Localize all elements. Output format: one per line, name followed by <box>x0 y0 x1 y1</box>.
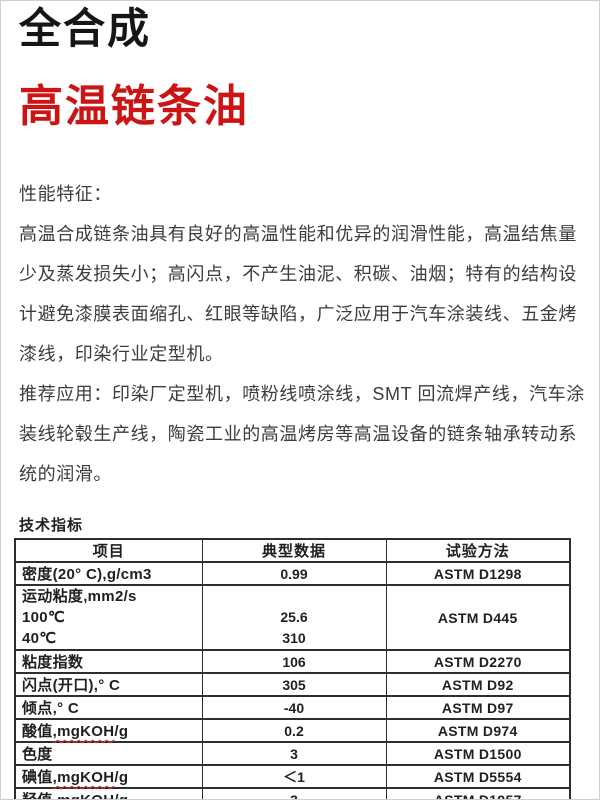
spec-value-cell: 305 <box>201 672 387 697</box>
spec-item-text: 羟值 <box>22 792 53 799</box>
text-line: 统的润滑。 <box>19 464 112 484</box>
text-line: 装线轮毂生产线，陶瓷工业的高温烤房等高温设备的链条轴承转动系 <box>19 424 577 444</box>
spec-item-cell: 羟值,mgKOH/g <box>14 787 203 799</box>
spec-method-cell: ASTM D1500 <box>385 741 571 766</box>
text-line: 高温合成链条油具有良好的高温性能和优异的润滑性能，高温结焦量 <box>19 224 577 244</box>
column-header-value: 典型数据 <box>201 538 387 563</box>
column-header-item: 项目 <box>14 538 203 563</box>
spec-method-cell: ASTM D445 <box>385 584 571 651</box>
table-row: 碘值,mgKOH/g ＜1 ASTM D5554 <box>14 764 571 789</box>
spec-item-cell: 倾点,° C <box>14 695 203 720</box>
table-row: 运动粘度,mm2/s 100℃ 40℃ 25.6 310 ASTM D445 <box>14 584 571 651</box>
table-row: 粘度指数 106 ASTM D2270 <box>14 649 571 674</box>
table-row: 酸值,mgKOH/g 0.2 ASTM D974 <box>14 718 571 743</box>
column-header-method: 试验方法 <box>385 538 571 563</box>
spec-method-cell: ASTM D1298 <box>385 561 571 586</box>
spec-item-cell: 粘度指数 <box>14 649 203 674</box>
spec-item-cell: 密度(20° C),g/cm3 <box>14 561 203 586</box>
spec-item-text: /g <box>114 769 129 786</box>
spec-value-cell: 3 <box>201 741 387 766</box>
specs-table: 项目 典型数据 试验方法 密度(20° C),g/cm3 0.99 ASTM D12… <box>14 538 571 799</box>
table-row: 密度(20° C),g/cm3 0.99 ASTM D1298 <box>14 561 571 586</box>
spellcheck-underlined-text: ,mgKOH <box>52 723 115 740</box>
product-title-line1: 全合成 <box>19 5 152 52</box>
table-body: 密度(20° C),g/cm3 0.99 ASTM D1298 运动粘度,mm2/s 1… <box>14 561 571 799</box>
text-line: 漆线，印染行业定型机。 <box>19 344 224 364</box>
table-header-row: 项目 典型数据 试验方法 <box>14 538 571 563</box>
application-paragraph: 推荐应用：印染厂定型机，喷粉线喷涂线，SMT 回流焊产线，汽车涂 装线轮毂生产线，… <box>19 374 589 494</box>
spec-item-line: 运动粘度,mm2/s <box>22 588 137 605</box>
specs-heading: 技术指标 <box>19 517 84 534</box>
spec-item-cell: 运动粘度,mm2/s 100℃ 40℃ <box>14 584 203 651</box>
spec-method-cell: ASTM D92 <box>385 672 571 697</box>
spec-value-cell: 3 <box>201 787 387 799</box>
text-line: 少及蒸发损失小；高闪点，不产生油泥、积碳、油烟；特有的结构设 <box>19 264 577 284</box>
spec-item-line: 40℃ <box>22 630 57 647</box>
table-row: 羟值,mgKOH/g3ASTM D1957 <box>14 787 571 799</box>
spec-value-cell: ＜1 <box>201 764 387 789</box>
spellcheck-underlined-text: ,mgKOH <box>52 769 115 786</box>
spec-item-text: 碘值 <box>22 769 53 786</box>
spec-item-text: 酸值 <box>22 723 53 740</box>
spec-item-text: /g <box>114 723 129 740</box>
spec-method-cell: ASTM D974 <box>385 718 571 743</box>
table-row: 色度 3 ASTM D1500 <box>14 741 571 766</box>
product-title-line2: 高温链条油 <box>19 82 249 131</box>
spec-item-cell: 色度 <box>14 741 203 766</box>
spellcheck-underlined-text: ,mgKOH/g <box>53 792 129 799</box>
text-line: 推荐应用：印染厂定型机，喷粉线喷涂线，SMT 回流焊产线，汽车涂 <box>19 384 585 404</box>
table-row: 闪点(开口),° C 305 ASTM D92 <box>14 672 571 697</box>
table-row: 倾点,° C -40 ASTM D97 <box>14 695 571 720</box>
performance-paragraph: 高温合成链条油具有良好的高温性能和优异的润滑性能，高温结焦量 少及蒸发损失小；高闪… <box>19 214 589 374</box>
spec-item-cell: 酸值,mgKOH/g <box>14 718 203 743</box>
spec-value-cell: -40 <box>201 695 387 720</box>
spec-value-cell: 0.99 <box>201 561 387 586</box>
spec-method-cell: ASTM D97 <box>385 695 571 720</box>
spec-item-cell: 闪点(开口),° C <box>14 672 203 697</box>
spec-item-cell: 碘值,mgKOH/g <box>14 764 203 789</box>
spec-value-cell: 0.2 <box>201 718 387 743</box>
body-text: 性能特征： 高温合成链条油具有良好的高温性能和优异的润滑性能，高温结焦量 少及蒸发… <box>19 174 589 494</box>
spec-method-cell: ASTM D2270 <box>385 649 571 674</box>
performance-heading: 性能特征： <box>19 184 112 204</box>
spec-value-line: 310 <box>282 630 306 646</box>
text-line: 计避免漆膜表面缩孔、红眼等缺陷，广泛应用于汽车涂装线、五金烤 <box>19 304 577 324</box>
spec-value-line: 25.6 <box>280 609 308 625</box>
spec-value-line <box>209 586 380 607</box>
spec-method-cell: ASTM D1957 <box>385 787 571 799</box>
spec-method-cell: ASTM D5554 <box>385 764 571 789</box>
spec-value-cell: 25.6 310 <box>201 584 387 651</box>
spec-value-cell: 106 <box>201 649 387 674</box>
spec-item-line: 100℃ <box>22 609 66 626</box>
